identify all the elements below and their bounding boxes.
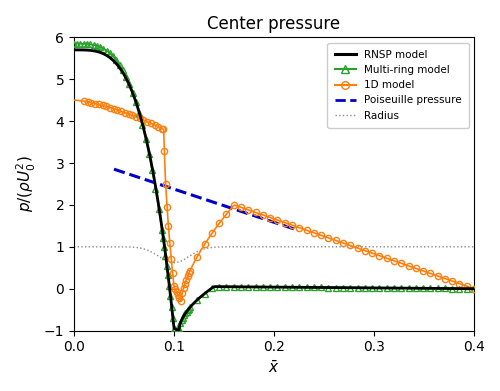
Legend: RNSP model, Multi-ring model, 1D model, Poiseuille pressure, Radius: RNSP model, Multi-ring model, 1D model, … [328,43,469,128]
Y-axis label: $p/(\rho U_0^2)$: $p/(\rho U_0^2)$ [15,156,38,212]
X-axis label: $\bar{x}$: $\bar{x}$ [268,360,280,376]
Title: Center pressure: Center pressure [208,15,340,33]
